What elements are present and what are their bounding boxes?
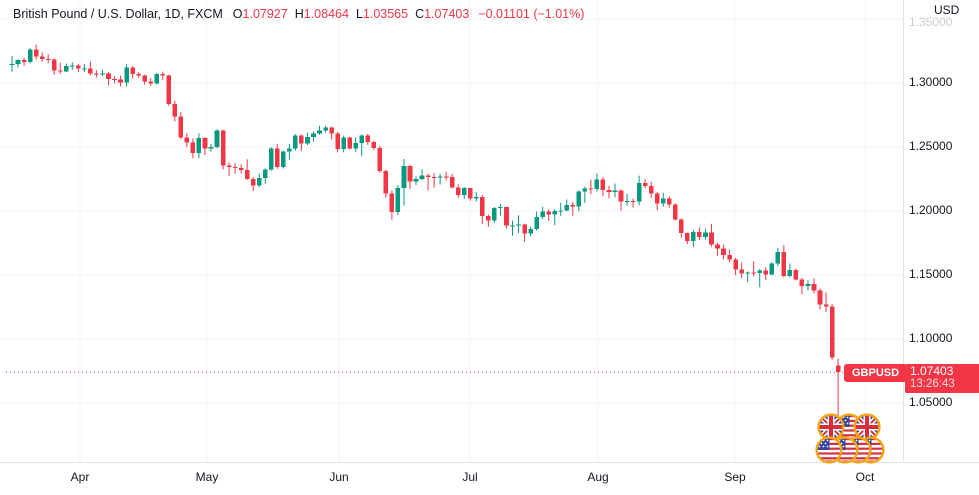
symbol-title[interactable]: British Pound / U.S. Dollar, 1D, FXCM	[13, 7, 223, 21]
ohlc-open: O1.07927	[233, 7, 288, 22]
price-tick: 1.15000	[909, 267, 953, 281]
low-value: 1.03565	[362, 7, 409, 21]
ohlc-close: C1.07403	[415, 7, 469, 22]
open-value: 1.07927	[242, 7, 288, 21]
time-tick: Aug	[587, 470, 609, 484]
low-label: L	[355, 7, 363, 21]
open-label: O	[232, 7, 243, 21]
time-tick: Jun	[329, 470, 349, 484]
change-value: −0.01101 (−1.01%)	[478, 7, 585, 21]
high-value: 1.08464	[303, 7, 349, 21]
last-price-value: 1.07403	[910, 364, 954, 378]
time-tick: Apr	[70, 470, 90, 484]
ohlc-low: L1.03565	[356, 7, 408, 22]
symbol-price-line-tag: GBPUSD	[844, 364, 908, 382]
time-tick: Jul	[462, 470, 478, 484]
flag-badge-stack	[806, 403, 898, 465]
time-tick: Oct	[855, 470, 875, 484]
bar-countdown: 13:26:43	[910, 378, 955, 390]
time-axis[interactable]: Apr May Jun Jul Aug Sep Oct	[0, 463, 979, 495]
price-tick: 1.25000	[909, 139, 953, 153]
price-axis[interactable]: USD 1.35000 1.30000 1.25000 1.20000 1.15…	[904, 0, 979, 462]
time-tick: May	[195, 470, 219, 484]
price-tick-faded: 1.35000	[909, 15, 953, 29]
price-tick: 1.05000	[909, 395, 953, 409]
close-value: 1.07403	[424, 7, 470, 21]
last-price-axis-label: 1.07403 13:26:43	[905, 364, 979, 393]
chart-legend: British Pound / U.S. Dollar, 1D, FXCM O1…	[13, 7, 584, 22]
ohlc-high: H1.08464	[295, 7, 349, 22]
close-label: C	[415, 7, 425, 21]
price-axis-border	[903, 0, 904, 463]
price-tick: 1.10000	[909, 331, 953, 345]
axis-currency-label: USD	[934, 3, 960, 17]
high-label: H	[294, 7, 304, 21]
time-tick: Sep	[724, 470, 746, 484]
price-tick: 1.30000	[909, 75, 953, 89]
time-axis-border	[0, 462, 979, 463]
price-tick: 1.20000	[909, 203, 953, 217]
